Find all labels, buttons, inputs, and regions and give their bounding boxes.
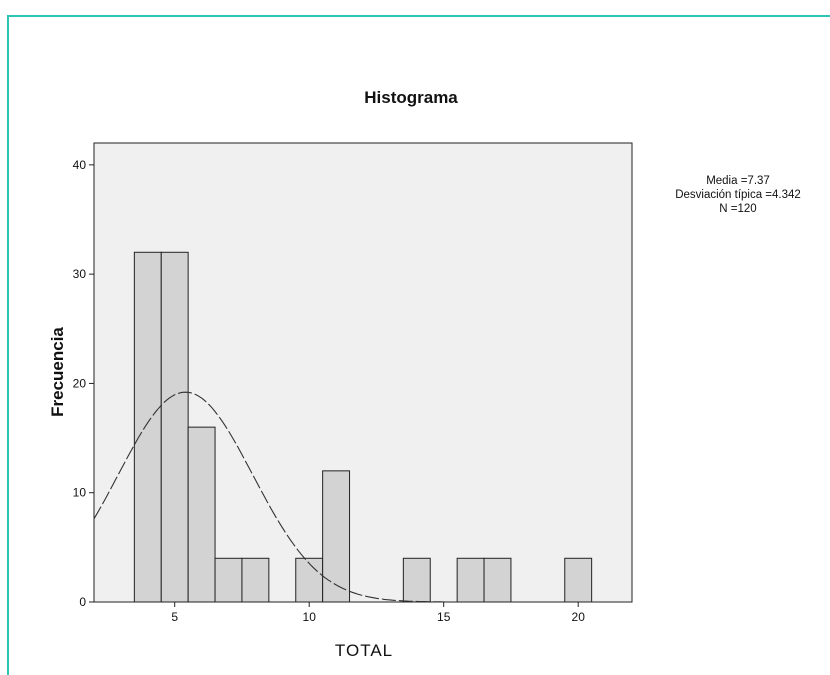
x-tick-label: 10 xyxy=(303,610,317,624)
histogram-bar xyxy=(456,557,485,603)
y-axis-label: Frecuencia xyxy=(48,327,67,417)
y-tick-label: 40 xyxy=(73,158,87,172)
stat-n: N =120 xyxy=(719,203,756,215)
y-tick-label: 20 xyxy=(73,376,87,390)
x-tick-label: 15 xyxy=(437,610,451,624)
histogram-bar xyxy=(214,557,243,603)
histogram-bar xyxy=(322,470,351,603)
x-tick-label: 5 xyxy=(171,610,178,624)
histogram-bar xyxy=(564,557,593,603)
x-axis: 5 10 15 20 xyxy=(171,602,585,624)
histogram-bar xyxy=(402,557,431,603)
chart-title: Histograma xyxy=(364,88,458,107)
histogram-bars xyxy=(133,251,593,603)
y-axis: 0 10 20 30 40 xyxy=(73,158,94,609)
stat-mean: Media =7.37 xyxy=(706,175,770,187)
y-tick-label: 0 xyxy=(79,595,86,609)
histogram-bar xyxy=(483,557,512,603)
histogram-bar xyxy=(187,426,216,603)
stat-std: Desviación típica =4.342 xyxy=(675,189,801,201)
normal-curve xyxy=(93,391,444,603)
x-tick-label: 20 xyxy=(572,610,586,624)
histogram-bar xyxy=(160,251,189,603)
histogram-bar xyxy=(133,251,162,603)
histogram-bar xyxy=(241,557,270,603)
y-tick-label: 30 xyxy=(73,267,87,281)
y-tick-label: 10 xyxy=(73,486,87,500)
histogram-bar xyxy=(295,557,324,603)
window-frame xyxy=(7,15,830,675)
stats-box: Media =7.37 Desviación típica =4.342 N =… xyxy=(675,175,801,215)
x-axis-label: TOTAL xyxy=(335,641,393,660)
